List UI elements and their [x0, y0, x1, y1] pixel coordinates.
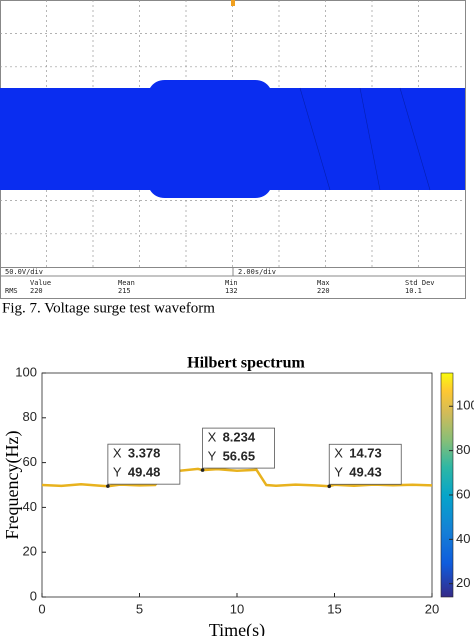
data-tip-x: 8.234 — [223, 430, 256, 445]
y-tick-label: 0 — [30, 588, 37, 603]
data-tip-x-label: X — [334, 446, 343, 461]
waveform — [0, 80, 465, 198]
trigger-marker — [231, 0, 235, 6]
data-tip-box — [328, 443, 402, 485]
x-tick-label: 15 — [327, 601, 341, 616]
y-axis-label: Frequency(Hz) — [2, 431, 23, 540]
oscilloscope: 50.0V/div 2.00s/div RMS — [0, 0, 466, 299]
y-tick-label: 60 — [23, 454, 37, 469]
frequency-line — [41, 467, 433, 488]
table-header: Std Dev — [405, 279, 435, 287]
y-tick-label: 100 — [15, 364, 37, 379]
data-tip-y-label: Y — [113, 465, 122, 480]
waveform-artifact — [299, 87, 431, 191]
table-value: 220 — [317, 287, 330, 295]
table-value: 132 — [225, 287, 238, 295]
data-tip-y-label: Y — [208, 449, 217, 464]
y-tick-label: 20 — [23, 544, 37, 559]
data-tip-box — [202, 427, 275, 469]
data-tip-y: 49.48 — [128, 465, 161, 480]
data-tip-x: 3.378 — [128, 446, 161, 461]
x-tick-label: 10 — [230, 601, 244, 616]
data-tip-box — [107, 443, 181, 485]
chart-title: Hilbert spectrum — [187, 355, 305, 372]
colorbar-tick-label: 20 — [456, 575, 470, 590]
x-axis-label: Time(s) — [209, 620, 265, 636]
data-tip-y: 56.65 — [223, 449, 256, 464]
data-tip-x-label: X — [208, 430, 217, 445]
table-header: Mean — [118, 279, 135, 287]
data-tip-y-label: Y — [334, 465, 343, 480]
table-header: Value — [30, 279, 51, 287]
row-label: RMS — [5, 287, 18, 295]
data-tip-x-label: X — [113, 446, 122, 461]
colorbar-tick-label: 60 — [456, 486, 470, 501]
colorbar-tick-label: 80 — [456, 442, 470, 457]
x-tick-label: 20 — [425, 601, 439, 616]
data-tip-point — [200, 468, 205, 472]
colorbar-tick-label: 100 — [456, 398, 474, 413]
volts-div: 50.0V/div — [5, 268, 43, 276]
data-tip-point — [327, 484, 332, 489]
data-tip-x: 14.73 — [349, 446, 382, 461]
y-tick-label: 40 — [23, 499, 37, 514]
table-value: 215 — [118, 287, 131, 295]
colorbar-tick-label: 40 — [456, 531, 470, 546]
table-value: 10.1 — [405, 287, 422, 295]
x-tick-label: 5 — [136, 601, 143, 616]
data-tip-point — [106, 484, 110, 488]
table-header: Max — [317, 279, 330, 287]
table-header: Min — [225, 279, 238, 287]
caption: Fig. 7. Voltage surge test waveform — [2, 300, 215, 316]
x-tick-label: 0 — [38, 601, 45, 616]
table-value: 220 — [30, 287, 43, 295]
y-tick-label: 80 — [23, 409, 37, 424]
time-div: 2.00s/div — [238, 268, 276, 276]
data-tip-y: 49.43 — [349, 465, 382, 480]
colorbar — [440, 372, 454, 598]
